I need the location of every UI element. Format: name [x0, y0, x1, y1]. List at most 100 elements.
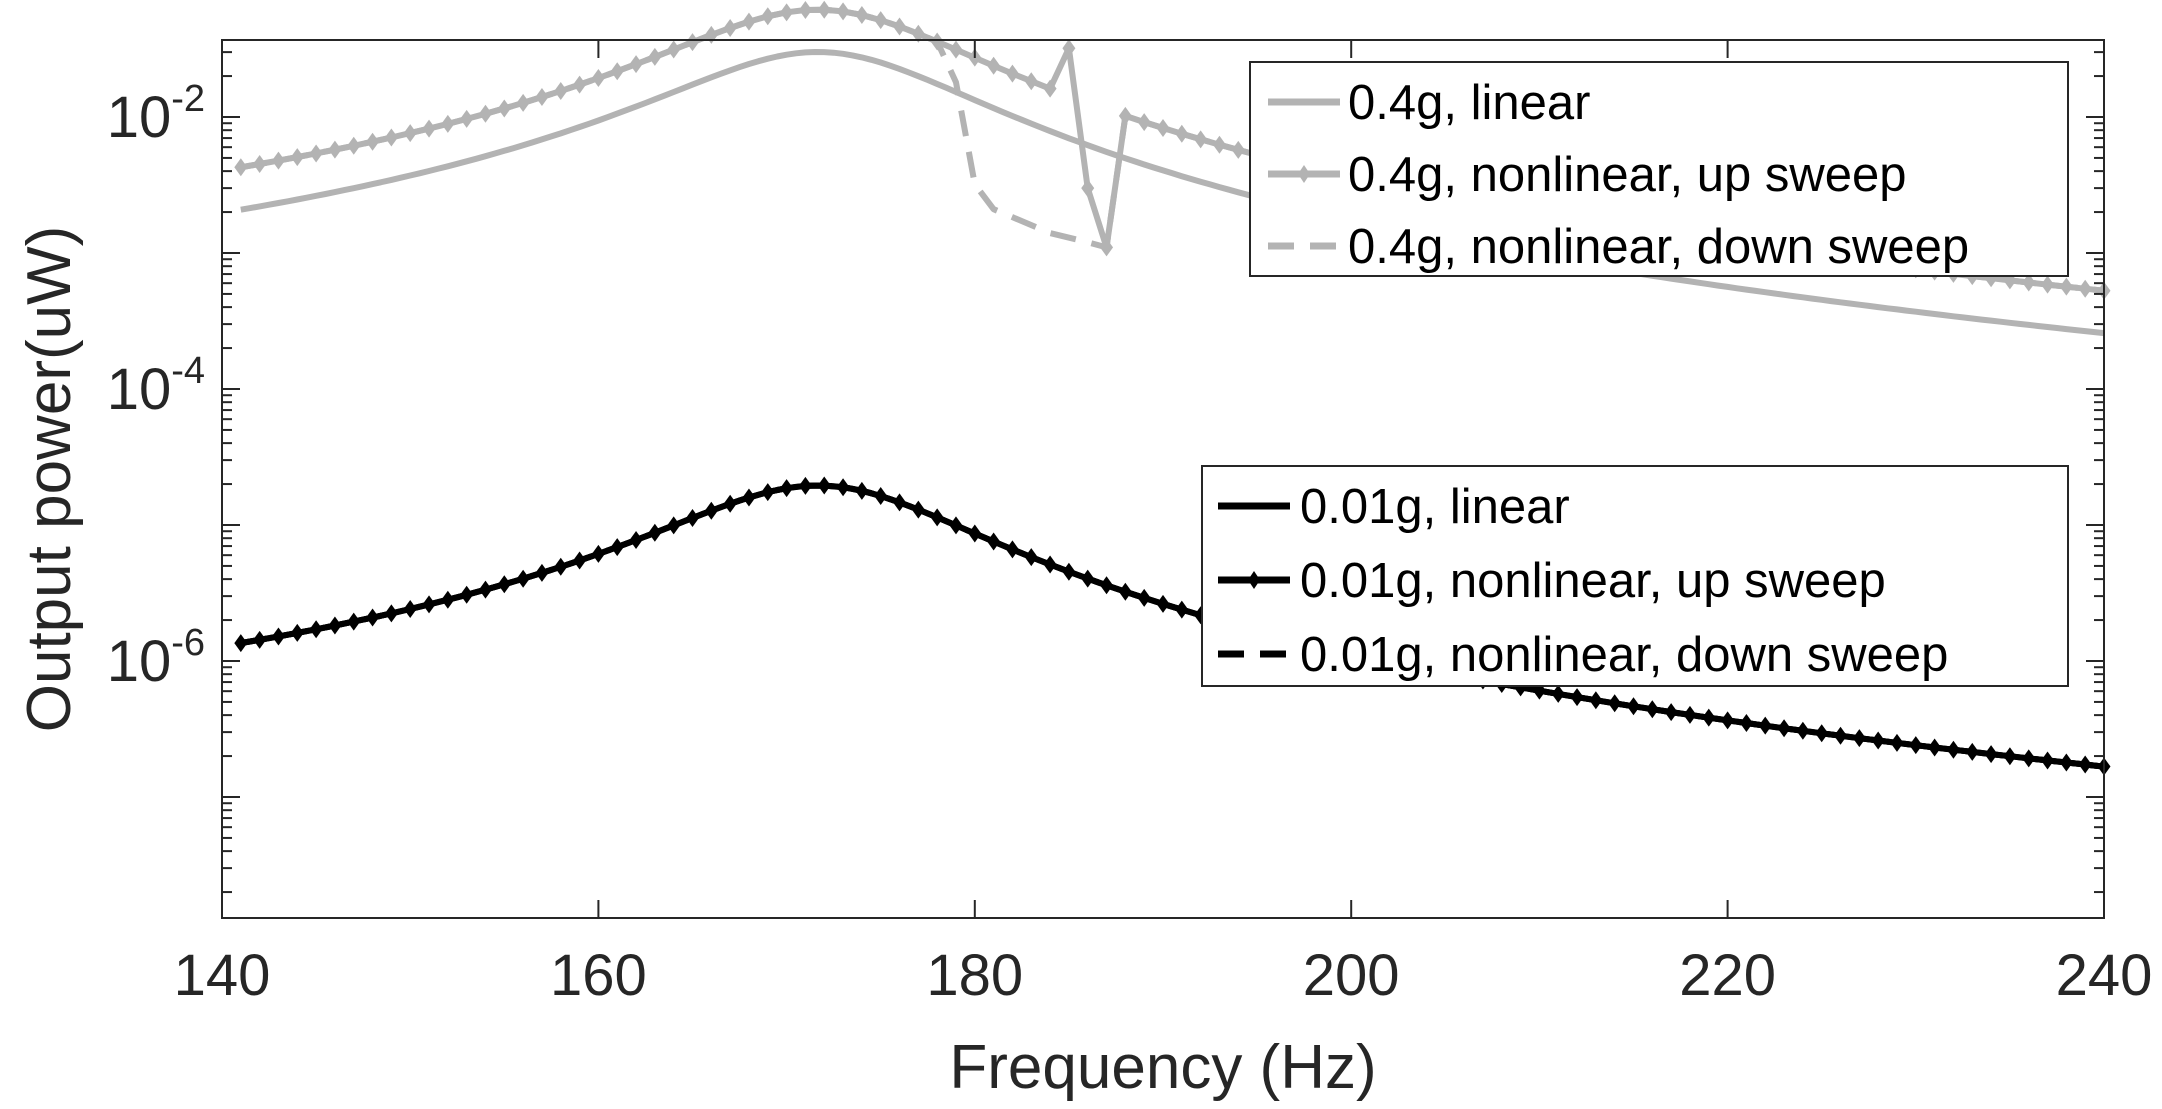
- data-point-marker: [1834, 726, 1848, 745]
- data-point-marker: [1231, 140, 1245, 159]
- data-point-marker: [1796, 721, 1810, 740]
- data-point-marker: [1062, 39, 1076, 58]
- data-point-marker: [855, 481, 869, 500]
- data-point-marker: [1156, 594, 1170, 613]
- data-point-marker: [1118, 582, 1132, 601]
- data-point-marker: [1589, 691, 1603, 710]
- data-point-marker: [1081, 179, 1095, 198]
- y-tick-label-base: 10: [107, 629, 172, 694]
- data-point-marker: [1175, 124, 1189, 143]
- series-0-4g-linear-line: [240, 49, 2105, 337]
- data-point-marker: [1137, 588, 1151, 607]
- x-tick-label: 240: [2056, 943, 2153, 1008]
- data-point-marker: [2059, 753, 2073, 772]
- data-point-marker: [403, 124, 417, 143]
- data-point-marker: [1702, 708, 1716, 727]
- series-0-01g-nonlinear-up-sweep-line: [240, 482, 2105, 770]
- data-point-marker: [516, 569, 530, 588]
- data-point-marker: [1043, 79, 1057, 98]
- data-point-marker: [1005, 64, 1019, 83]
- data-point-marker: [1062, 562, 1076, 581]
- data-point-marker: [686, 33, 699, 52]
- data-point-marker: [968, 524, 982, 543]
- data-point-marker: [761, 7, 775, 26]
- data-point-marker: [1570, 688, 1584, 707]
- legend-box: [1249, 61, 2069, 277]
- data-point-marker: [1815, 724, 1829, 743]
- data-point-marker: [2003, 747, 2017, 766]
- data-point-marker: [1627, 697, 1640, 716]
- data-point-marker: [629, 55, 643, 74]
- data-point-marker: [704, 501, 718, 520]
- data-point-marker: [798, 476, 812, 495]
- data-point-marker: [2041, 275, 2055, 294]
- data-point-marker: [874, 11, 888, 30]
- data-point-marker: [949, 40, 963, 59]
- data-point-marker: [1852, 729, 1866, 748]
- data-point-marker: [930, 32, 944, 51]
- data-point-marker: [309, 144, 323, 163]
- data-point-marker: [422, 595, 436, 614]
- data-point-marker: [403, 599, 417, 618]
- data-point-marker: [987, 532, 1001, 551]
- data-point-marker: [987, 56, 1001, 75]
- data-point-marker: [441, 590, 455, 609]
- data-point-marker: [347, 136, 361, 155]
- data-point-marker: [1005, 540, 1019, 559]
- data-point-marker: [780, 3, 794, 22]
- data-point-marker: [328, 616, 342, 635]
- data-point-marker: [1739, 714, 1753, 733]
- data-point-marker: [1683, 705, 1697, 724]
- legend-label-0-01g-down-sweep: 0.01g, nonlinear, down sweep: [1300, 628, 1948, 682]
- data-point-marker: [1175, 600, 1189, 619]
- data-point-marker: [930, 508, 944, 527]
- data-point-marker: [667, 516, 681, 535]
- data-point-marker: [1909, 736, 1923, 755]
- y-axis-label: Output power(uW): [15, 226, 84, 733]
- data-point-marker: [2022, 749, 2036, 768]
- data-point-marker: [2078, 755, 2092, 774]
- data-point-marker: [1194, 130, 1208, 149]
- data-point-marker: [1871, 731, 1885, 750]
- legend-0-01g: 0.01g, linear 0.01g, nonlinear, up sweep…: [1201, 465, 2069, 687]
- x-tick-label: 160: [550, 943, 647, 1008]
- data-point-marker: [460, 585, 474, 604]
- data-point-marker: [1777, 719, 1791, 738]
- data-point-marker: [1984, 745, 1998, 764]
- legend-label-0-01g-linear: 0.01g, linear: [1300, 480, 1570, 534]
- data-point-marker: [629, 531, 643, 550]
- legend-marker-0-01g-up-sweep: [1248, 571, 1260, 589]
- data-point-marker: [234, 158, 248, 177]
- data-point-marker: [290, 148, 304, 167]
- data-point-marker: [1024, 72, 1038, 91]
- data-point-marker: [1137, 113, 1151, 132]
- x-tick-label: 140: [174, 943, 271, 1008]
- data-point-marker: [610, 62, 624, 81]
- data-point-marker: [1645, 700, 1659, 719]
- data-point-marker: [554, 81, 568, 100]
- data-point-marker: [1758, 716, 1772, 735]
- data-point-marker: [1890, 733, 1904, 752]
- data-point-marker: [761, 483, 775, 502]
- data-point-marker: [422, 119, 436, 138]
- legend-label-0-4g-down-sweep: 0.4g, nonlinear, down sweep: [1348, 220, 1969, 274]
- y-tick-label-base: 10: [107, 85, 172, 150]
- data-point-marker: [366, 608, 380, 627]
- data-point-marker: [1081, 569, 1095, 588]
- data-point-marker: [1100, 238, 1114, 257]
- data-point-marker: [780, 479, 794, 498]
- legend-label-0-4g-linear: 0.4g, linear: [1348, 76, 1590, 130]
- y-tick-label-base: 10: [107, 357, 172, 422]
- data-point-marker: [723, 494, 737, 513]
- data-point-marker: [817, 476, 831, 495]
- legend-label-0-4g-up-sweep: 0.4g, nonlinear, up sweep: [1348, 148, 1906, 202]
- data-point-marker: [573, 551, 587, 570]
- data-point-marker: [460, 109, 474, 128]
- data-point-marker: [1212, 135, 1226, 154]
- data-point-marker: [497, 99, 511, 118]
- data-point-marker: [686, 509, 699, 528]
- data-point-marker: [535, 88, 549, 107]
- data-point-marker: [478, 104, 492, 123]
- y-tick-label: 10-6: [107, 622, 205, 694]
